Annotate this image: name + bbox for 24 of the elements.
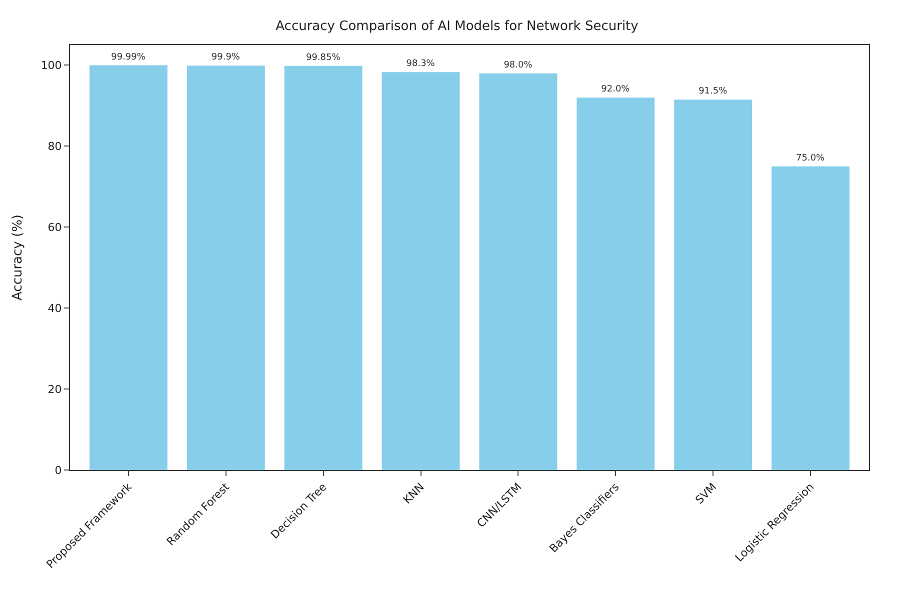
data-label: 99.85% <box>306 52 341 63</box>
data-label: 99.99% <box>111 52 146 62</box>
y-tick-label: 100 <box>40 59 62 72</box>
bar <box>479 73 558 470</box>
bar <box>576 98 655 470</box>
y-tick-label: 0 <box>54 464 62 477</box>
bar <box>284 66 362 470</box>
data-label: 99.9% <box>211 52 240 63</box>
bar <box>674 100 752 470</box>
bar <box>382 72 460 470</box>
y-tick-label: 40 <box>48 302 62 315</box>
y-tick-label: 20 <box>48 382 62 396</box>
y-tick-label: 60 <box>48 220 62 234</box>
data-label: 92.0% <box>601 84 630 95</box>
y-tick-label: 80 <box>48 140 62 154</box>
data-label: 98.0% <box>504 60 533 70</box>
data-label: 91.5% <box>698 86 728 97</box>
data-label: 75.0% <box>796 153 826 164</box>
bar <box>89 65 168 470</box>
bar <box>186 66 265 470</box>
bar <box>772 166 850 470</box>
chart-title: Accuracy Comparison of AI Models for Network Security <box>276 18 639 34</box>
data-label: 98.3% <box>406 59 436 70</box>
y-axis-title: Accuracy (%) <box>10 214 26 300</box>
